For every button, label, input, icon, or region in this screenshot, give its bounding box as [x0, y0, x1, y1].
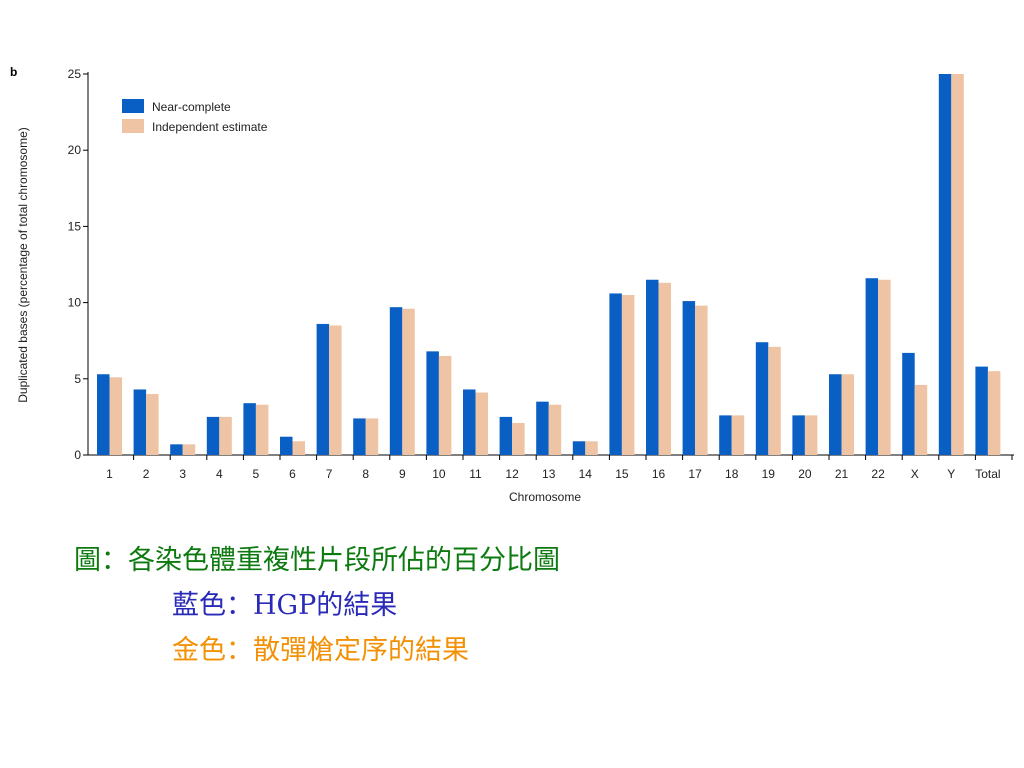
bar-near-complete [243, 403, 256, 455]
x-tick-label: 5 [253, 467, 260, 481]
bar-near-complete [975, 366, 988, 455]
bar-near-complete [755, 342, 769, 455]
bar-independent-estimate [548, 404, 562, 455]
caption-blue-note: 藍色：HGP的結果 [172, 590, 398, 621]
bar-independent-estimate [255, 404, 269, 455]
x-tick-label: 22 [871, 467, 885, 481]
bar-independent-estimate [292, 441, 305, 455]
bar-independent-estimate [512, 422, 525, 455]
x-tick-label: 4 [216, 467, 223, 481]
x-tick-label: 18 [725, 467, 739, 481]
x-tick-label: X [911, 467, 919, 481]
bar-independent-estimate [219, 416, 232, 455]
bar-near-complete [609, 293, 622, 455]
bar-near-complete [719, 415, 732, 455]
x-tick-label: 3 [179, 467, 186, 481]
x-tick-label: 14 [579, 467, 593, 481]
bar-near-complete [938, 74, 952, 455]
bar-independent-estimate [878, 279, 891, 455]
bar-near-complete [902, 352, 915, 455]
x-tick-label: 12 [505, 467, 519, 481]
x-tick-label: 8 [362, 467, 369, 481]
x-tick-label: 19 [762, 467, 776, 481]
bar-independent-estimate [621, 294, 635, 455]
bar-near-complete [206, 416, 220, 455]
y-tick-label: 20 [68, 143, 82, 157]
bar-near-complete [170, 444, 183, 455]
bar-independent-estimate [804, 415, 818, 455]
bar-near-complete [133, 389, 147, 455]
bar-near-complete [792, 415, 805, 455]
bar-near-complete [829, 374, 842, 455]
bar-near-complete [682, 301, 696, 455]
x-tick-label: 15 [615, 467, 629, 481]
x-tick-label: 21 [835, 467, 849, 481]
bar-independent-estimate [109, 377, 122, 455]
bar-independent-estimate [182, 444, 196, 455]
x-tick-label: 10 [432, 467, 446, 481]
caption-title: 圖：各染色體重複性片段所佔的百分比圖 [74, 545, 560, 576]
legend: Near-complete Independent estimate [122, 99, 268, 134]
bar-near-complete [572, 441, 586, 455]
legend-swatch [122, 99, 144, 113]
caption: 圖：各染色體重複性片段所佔的百分比圖 藍色：HGP的結果 金色：散彈槍定序的結果 [0, 538, 1024, 673]
caption-gold-note: 金色：散彈槍定序的結果 [172, 635, 469, 666]
y-axis-label-group: Duplicated bases (percentage of total ch… [16, 127, 30, 402]
bar-independent-estimate [475, 392, 488, 455]
x-tick-label: 7 [326, 467, 333, 481]
bar-near-complete [865, 278, 879, 455]
y-tick-label: 0 [74, 448, 81, 462]
x-tick-label: 6 [289, 467, 296, 481]
bar-near-complete [280, 436, 293, 455]
legend-label: Independent estimate [152, 120, 268, 134]
x-tick-label: 20 [798, 467, 812, 481]
x-tick-label: 9 [399, 467, 406, 481]
bar-independent-estimate [146, 394, 159, 455]
bar-independent-estimate [402, 308, 415, 455]
bar-independent-estimate [987, 371, 1001, 455]
y-tick-label: 25 [68, 67, 82, 81]
bar-independent-estimate [768, 346, 781, 455]
bar-independent-estimate [731, 415, 745, 455]
bar-independent-estimate [951, 74, 964, 455]
y-tick-label: 5 [74, 372, 81, 386]
x-tick-label: 16 [652, 467, 666, 481]
legend-label: Near-complete [152, 100, 231, 114]
bar-near-complete [389, 307, 403, 455]
legend-swatch [122, 119, 144, 133]
x-tick-label: Y [947, 467, 955, 481]
bar-near-complete [426, 351, 439, 455]
bar-near-complete [353, 418, 366, 455]
bar-chart: b Duplicated bases (percentage of total … [10, 65, 1014, 504]
bar-independent-estimate [841, 374, 854, 455]
x-tick-label: 11 [469, 467, 482, 481]
bar-near-complete [97, 374, 110, 455]
bar-independent-estimate [329, 325, 342, 455]
bar-near-complete [646, 279, 659, 455]
bar-independent-estimate [695, 305, 708, 455]
panel-label: b [10, 65, 17, 79]
bar-independent-estimate [438, 355, 452, 455]
x-tick-label: 1 [106, 467, 113, 481]
x-axis-label: Chromosome [509, 490, 581, 504]
bar-near-complete [536, 401, 549, 455]
bar-independent-estimate [585, 441, 598, 455]
y-tick-label: 15 [68, 219, 82, 233]
y-axis-label: Duplicated bases (percentage of total ch… [16, 127, 30, 402]
bar-near-complete [316, 323, 330, 455]
bar-independent-estimate [914, 384, 928, 455]
bar-near-complete [499, 416, 513, 455]
bar-independent-estimate [658, 282, 671, 455]
bar-near-complete [463, 389, 476, 455]
x-tick-label: 17 [688, 467, 702, 481]
x-tick-label: 2 [143, 467, 150, 481]
x-tick-label: Total [975, 467, 1000, 481]
y-tick-label: 10 [68, 296, 82, 310]
bar-independent-estimate [365, 418, 379, 455]
x-tick-label: 13 [542, 467, 556, 481]
